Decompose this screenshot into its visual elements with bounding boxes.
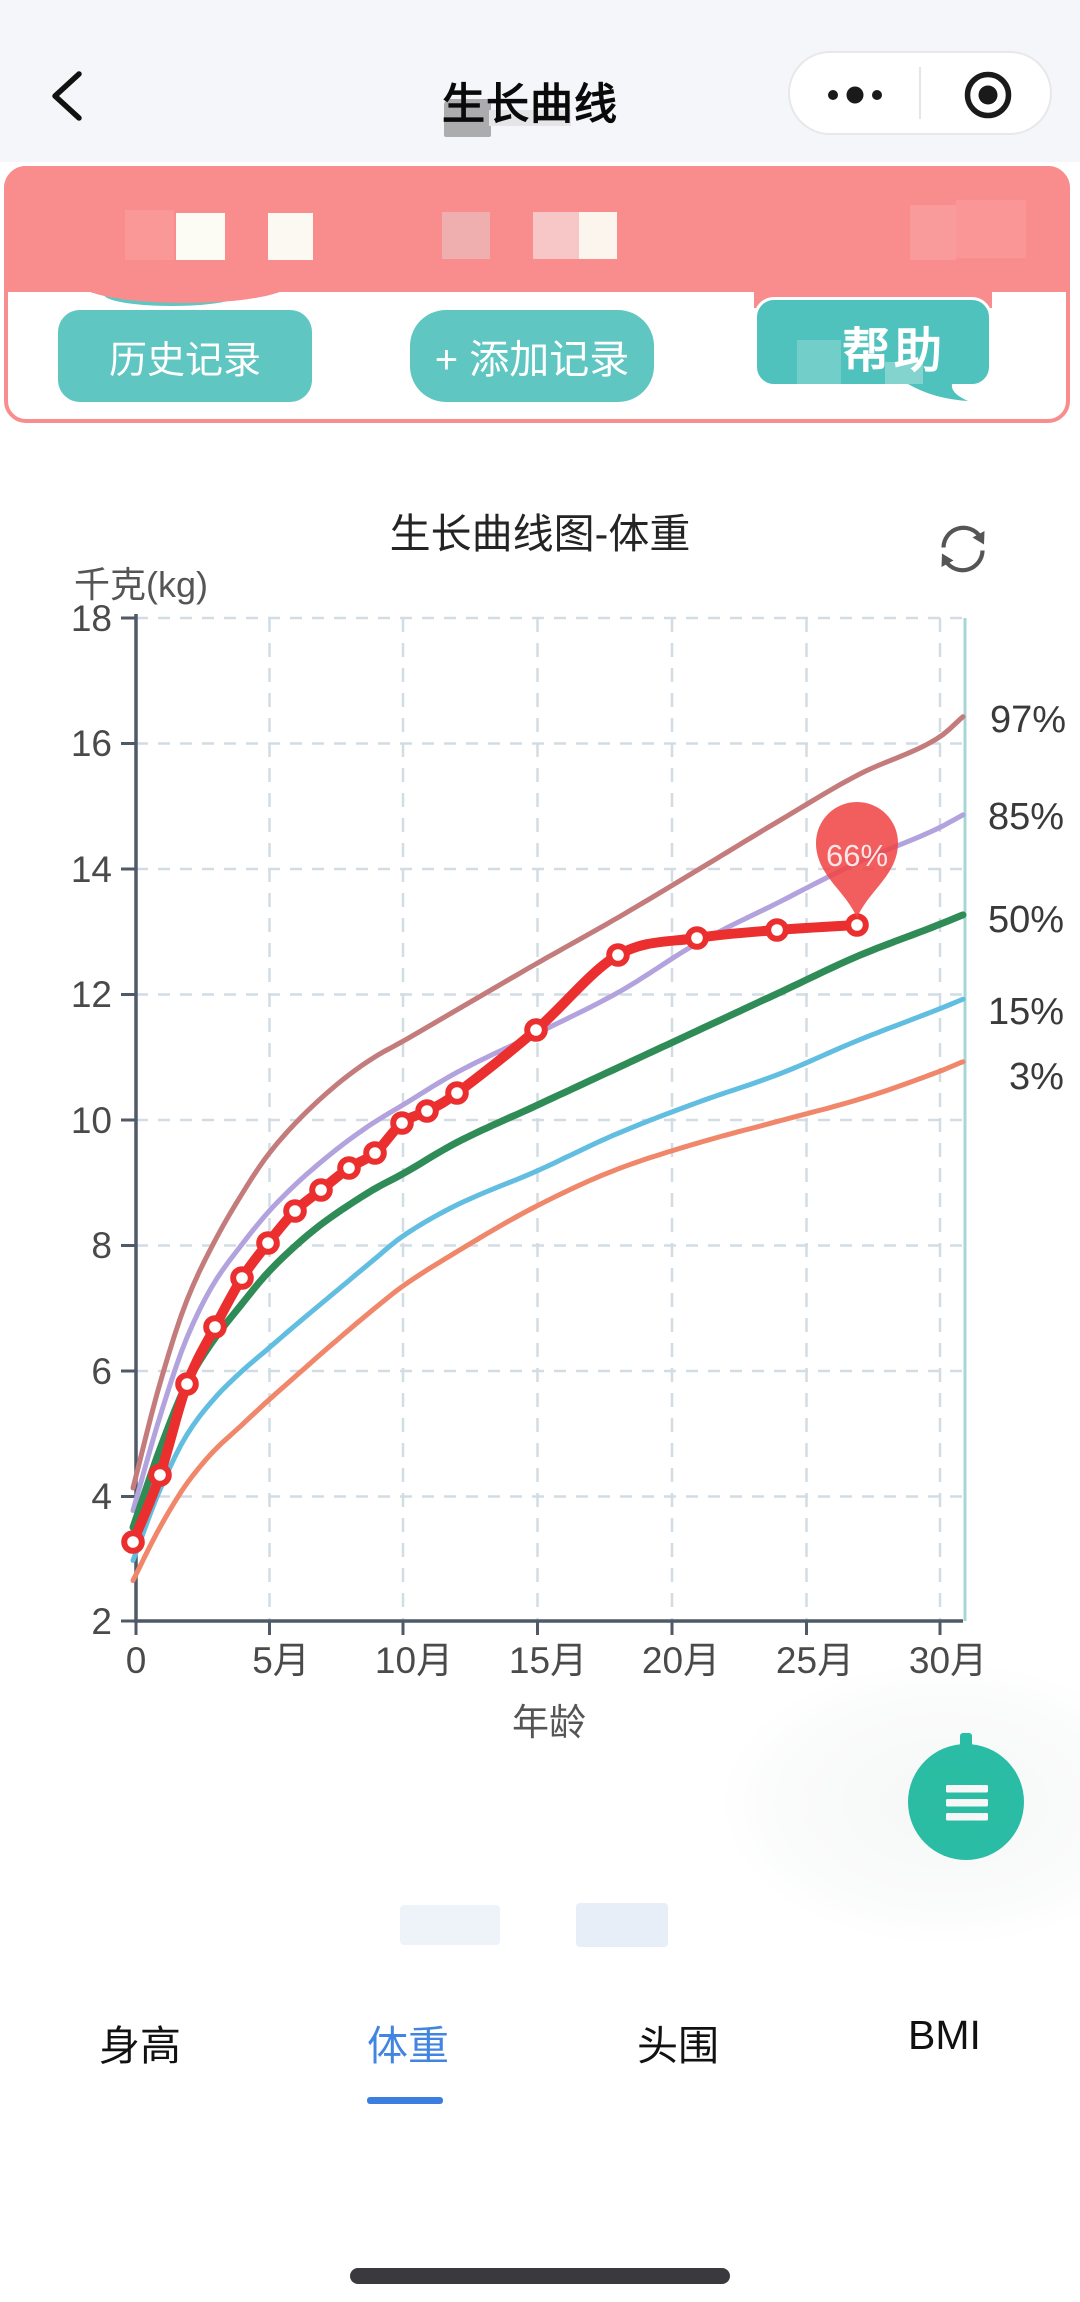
svg-text:12: 12: [71, 974, 112, 1015]
svg-text:5月: 5月: [252, 1640, 310, 1681]
svg-text:14: 14: [71, 849, 112, 890]
svg-text:年龄: 年龄: [512, 1702, 586, 1743]
svg-text:30月: 30月: [909, 1640, 987, 1681]
svg-text:50%: 50%: [988, 899, 1064, 941]
svg-text:25月: 25月: [776, 1640, 854, 1681]
svg-text:15月: 15月: [509, 1640, 587, 1681]
svg-text:16: 16: [71, 723, 112, 764]
svg-text:6: 6: [91, 1351, 112, 1392]
svg-text:8: 8: [91, 1225, 112, 1266]
svg-text:66%: 66%: [826, 838, 888, 873]
svg-text:10: 10: [71, 1100, 112, 1141]
svg-text:4: 4: [91, 1476, 112, 1517]
svg-text:97%: 97%: [990, 699, 1066, 741]
svg-text:0: 0: [126, 1640, 147, 1681]
svg-text:20月: 20月: [642, 1640, 720, 1681]
svg-text:15%: 15%: [988, 991, 1064, 1033]
svg-text:2: 2: [91, 1601, 112, 1642]
svg-text:3%: 3%: [1009, 1056, 1064, 1098]
svg-text:10月: 10月: [375, 1640, 453, 1681]
svg-text:18: 18: [71, 598, 112, 639]
svg-text:85%: 85%: [988, 796, 1064, 838]
